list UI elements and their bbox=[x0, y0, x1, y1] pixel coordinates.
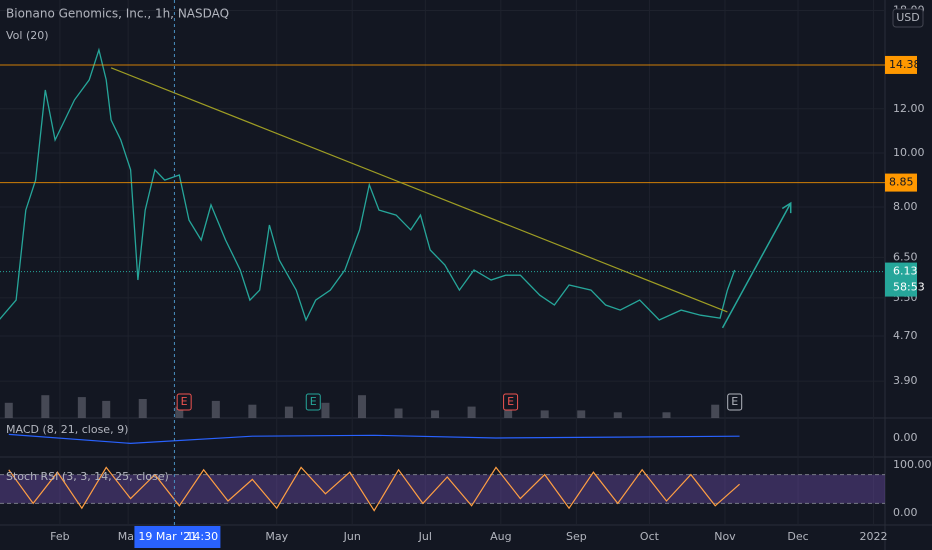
volume-bar bbox=[175, 406, 184, 418]
volume-bar bbox=[41, 395, 50, 418]
earnings-marker bbox=[305, 393, 321, 411]
earnings-marker bbox=[176, 393, 192, 411]
x-tick-label: Oct bbox=[640, 530, 660, 543]
stoch-tick-label: 0.00 bbox=[893, 506, 918, 519]
crosshair-date: 19 Mar '21 bbox=[138, 530, 197, 543]
level-label-box bbox=[885, 173, 917, 192]
y-tick-label: 10.00 bbox=[893, 146, 925, 159]
x-tick-label: Aug bbox=[490, 530, 511, 543]
currency-box[interactable] bbox=[892, 8, 924, 28]
x-tick-label: Sep bbox=[566, 530, 587, 543]
currency[interactable]: USD bbox=[896, 11, 920, 24]
countdown: 58:53 bbox=[893, 281, 925, 294]
x-tick-label: Jun bbox=[343, 530, 361, 543]
stoch-tick-label: 100.00 bbox=[893, 458, 932, 471]
earnings-marker bbox=[503, 393, 519, 411]
price-line bbox=[0, 47, 736, 322]
volume-bar bbox=[357, 395, 366, 418]
macd-tick-label: 0.00 bbox=[893, 431, 918, 444]
stoch-band bbox=[0, 474, 885, 504]
volume-bar bbox=[577, 410, 586, 418]
volume-bar bbox=[4, 402, 13, 418]
volume-bar bbox=[321, 402, 330, 418]
earnings-label: E bbox=[507, 395, 514, 408]
last-price-label: 6.13 bbox=[893, 265, 918, 278]
x-tick-label: May bbox=[265, 530, 288, 543]
stoch-label: Stoch RSI (3, 3, 14, 25, close) bbox=[6, 470, 169, 483]
x-tick-label: Mar bbox=[118, 530, 139, 543]
volume-bar bbox=[540, 410, 549, 418]
trendline bbox=[110, 67, 728, 313]
earnings-label: E bbox=[310, 395, 317, 408]
macd-line bbox=[8, 433, 740, 445]
volume-label: Vol (20) bbox=[6, 29, 49, 42]
macd-label: MACD (8, 21, close, 9) bbox=[6, 423, 128, 436]
marks bbox=[0, 47, 740, 512]
earnings-marker bbox=[727, 393, 743, 411]
volume-bar bbox=[613, 412, 622, 418]
y-tick-label: 6.50 bbox=[893, 250, 918, 263]
earnings-label: E bbox=[181, 395, 188, 408]
volume-bar bbox=[431, 410, 440, 418]
volume-bar bbox=[467, 406, 476, 418]
chart-title: Bionano Genomics, Inc., 1h, NASDAQ bbox=[6, 7, 229, 21]
x-tick-label: Jul bbox=[418, 530, 432, 543]
arrow bbox=[721, 201, 792, 329]
x-tick-label: Feb bbox=[50, 530, 69, 543]
y-tick-label: 12.00 bbox=[893, 102, 925, 115]
grid bbox=[0, 0, 885, 525]
earnings-label: E bbox=[731, 395, 738, 408]
volume-bar bbox=[711, 404, 720, 418]
volume-bar bbox=[504, 408, 513, 418]
volume-bar bbox=[77, 397, 86, 418]
y-tick-label: 3.90 bbox=[893, 374, 918, 387]
volume-bar bbox=[211, 400, 220, 418]
x-tick-label: Nov bbox=[714, 530, 736, 543]
stoch-line bbox=[8, 466, 740, 512]
volume-bar bbox=[138, 399, 147, 418]
level-label: 14.38 bbox=[889, 58, 921, 71]
level-label-box bbox=[885, 55, 917, 74]
level-label: 8.85 bbox=[889, 176, 914, 189]
volume-bar bbox=[662, 412, 671, 418]
x-tick-label: Dec bbox=[787, 530, 808, 543]
x-tick-label: 2022 bbox=[860, 530, 888, 543]
volume-bar bbox=[284, 406, 293, 418]
crosshair-label-box bbox=[134, 526, 221, 548]
y-tick-label: 4.70 bbox=[893, 329, 918, 342]
y-tick-label: 8.00 bbox=[893, 200, 918, 213]
volume-bar bbox=[102, 400, 111, 418]
volume-bar bbox=[394, 408, 403, 418]
last-price-box bbox=[885, 262, 917, 297]
volume-bar bbox=[248, 404, 257, 418]
crosshair-time: 14:30 bbox=[186, 530, 218, 543]
